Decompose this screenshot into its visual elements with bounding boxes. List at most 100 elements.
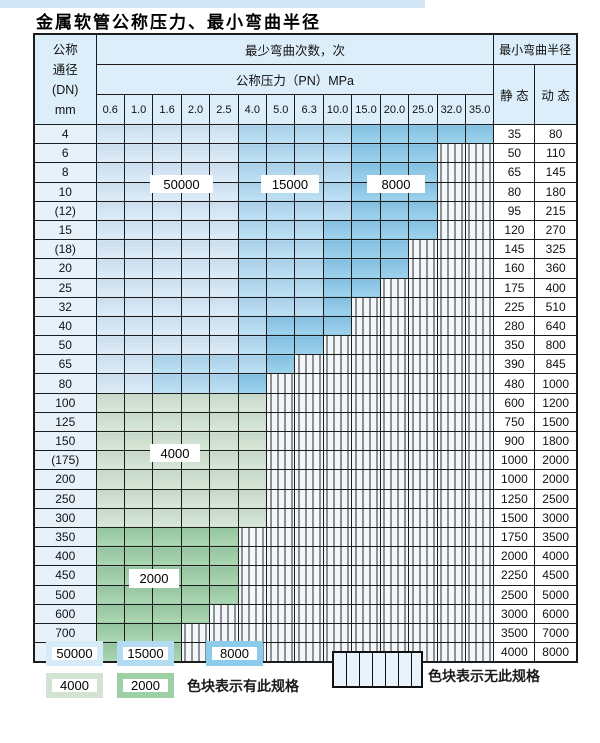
table-row: 300 1500 3000 bbox=[33, 507, 578, 528]
table-row: 15 120 270 bbox=[33, 219, 578, 241]
pressure-cell bbox=[322, 622, 353, 644]
pressure-cell bbox=[209, 507, 239, 528]
header-pressure-value: 5.0 bbox=[266, 94, 296, 125]
pressure-cell bbox=[95, 162, 125, 183]
pressure-cell bbox=[294, 277, 324, 298]
pressure-cell bbox=[209, 143, 239, 164]
pressure-cell bbox=[95, 546, 125, 567]
pressure-cell bbox=[123, 430, 154, 452]
pressure-cell bbox=[209, 373, 239, 394]
static-radius-cell: 1500 bbox=[493, 507, 536, 528]
pressure-cell bbox=[436, 450, 466, 471]
pressure-cell bbox=[379, 296, 410, 317]
pressure-cell bbox=[180, 622, 211, 644]
pressure-cell bbox=[322, 315, 353, 337]
pressure-cell bbox=[237, 219, 268, 241]
pressure-cell bbox=[436, 123, 466, 145]
pressure-cell bbox=[294, 642, 324, 663]
pressure-cell bbox=[322, 200, 353, 221]
header-pressure-value: 1.0 bbox=[123, 94, 154, 125]
dynamic-radius-cell: 7000 bbox=[534, 622, 578, 644]
pressure-cell bbox=[294, 258, 324, 279]
table-row: 600 3000 6000 bbox=[33, 603, 578, 624]
pressure-cell bbox=[351, 450, 381, 471]
pressure-cell bbox=[237, 507, 268, 528]
pressure-cell bbox=[152, 469, 182, 490]
pressure-cell bbox=[322, 603, 353, 624]
pressure-cell bbox=[436, 354, 466, 375]
static-radius-cell: 3000 bbox=[493, 603, 536, 624]
pressure-cell bbox=[351, 603, 381, 624]
pressure-cell bbox=[408, 488, 438, 509]
pressure-cell bbox=[237, 354, 268, 375]
pressure-cell bbox=[379, 239, 410, 260]
pressure-cell bbox=[436, 622, 466, 644]
pressure-cell bbox=[464, 123, 495, 145]
pressure-cell bbox=[180, 565, 211, 586]
pressure-cell bbox=[237, 469, 268, 490]
pressure-cell bbox=[123, 450, 154, 471]
pressure-cell bbox=[123, 335, 154, 356]
pressure-cell bbox=[322, 584, 353, 605]
pressure-cell bbox=[408, 335, 438, 356]
dn-cell: 6 bbox=[33, 143, 97, 164]
table-row: 250 1250 2500 bbox=[33, 488, 578, 509]
pressure-cell bbox=[237, 546, 268, 567]
pressure-cell bbox=[464, 258, 495, 279]
pressure-cell bbox=[464, 162, 495, 183]
pressure-cell bbox=[266, 526, 296, 548]
dynamic-radius-cell: 1000 bbox=[534, 373, 578, 394]
pressure-cell bbox=[379, 430, 410, 452]
pressure-cell bbox=[95, 200, 125, 221]
pressure-cell bbox=[322, 335, 353, 356]
pressure-cell bbox=[152, 507, 182, 528]
pressure-cell bbox=[351, 239, 381, 260]
pressure-cell bbox=[379, 450, 410, 471]
pressure-cell bbox=[379, 584, 410, 605]
pressure-cell bbox=[436, 277, 466, 298]
pressure-cell bbox=[294, 565, 324, 586]
pressure-cell bbox=[464, 239, 495, 260]
pressure-cell bbox=[322, 219, 353, 241]
pressure-cell bbox=[123, 219, 154, 241]
pressure-cell bbox=[464, 277, 495, 298]
pressure-cell bbox=[180, 277, 211, 298]
table-row: 450 2250 4500 bbox=[33, 565, 578, 586]
pressure-cell bbox=[436, 181, 466, 202]
cycle-count-label: 2000 bbox=[129, 569, 179, 588]
pressure-cell bbox=[351, 411, 381, 433]
pressure-cell bbox=[379, 526, 410, 548]
pressure-cell bbox=[379, 315, 410, 337]
dynamic-radius-cell: 80 bbox=[534, 123, 578, 145]
pressure-cell bbox=[95, 315, 125, 337]
pressure-cell bbox=[209, 296, 239, 317]
pressure-cell bbox=[237, 143, 268, 164]
pressure-cell bbox=[180, 584, 211, 605]
pressure-cell bbox=[294, 526, 324, 548]
pressure-cell bbox=[95, 488, 125, 509]
dn-cell: 40 bbox=[33, 315, 97, 337]
static-radius-cell: 80 bbox=[493, 181, 536, 202]
static-radius-cell: 480 bbox=[493, 373, 536, 394]
pressure-cell bbox=[152, 239, 182, 260]
pressure-cell bbox=[436, 642, 466, 663]
pressure-cell bbox=[180, 258, 211, 279]
pressure-cell bbox=[351, 584, 381, 605]
table-row: (18) 145 325 bbox=[33, 239, 578, 260]
dynamic-radius-cell: 180 bbox=[534, 181, 578, 202]
pressure-cell bbox=[379, 277, 410, 298]
pressure-cell bbox=[464, 296, 495, 317]
pressure-cell bbox=[180, 526, 211, 548]
pressure-cell bbox=[464, 603, 495, 624]
pressure-cell bbox=[294, 584, 324, 605]
pressure-cell bbox=[408, 430, 438, 452]
pressure-cell bbox=[152, 143, 182, 164]
dynamic-radius-cell: 6000 bbox=[534, 603, 578, 624]
cycle-count-label: 8000 bbox=[367, 175, 425, 193]
pressure-cell bbox=[152, 277, 182, 298]
pressure-cell bbox=[408, 392, 438, 413]
pressure-cell bbox=[237, 411, 268, 433]
pressure-cell bbox=[152, 123, 182, 145]
pressure-cell bbox=[436, 603, 466, 624]
pressure-cell bbox=[379, 411, 410, 433]
